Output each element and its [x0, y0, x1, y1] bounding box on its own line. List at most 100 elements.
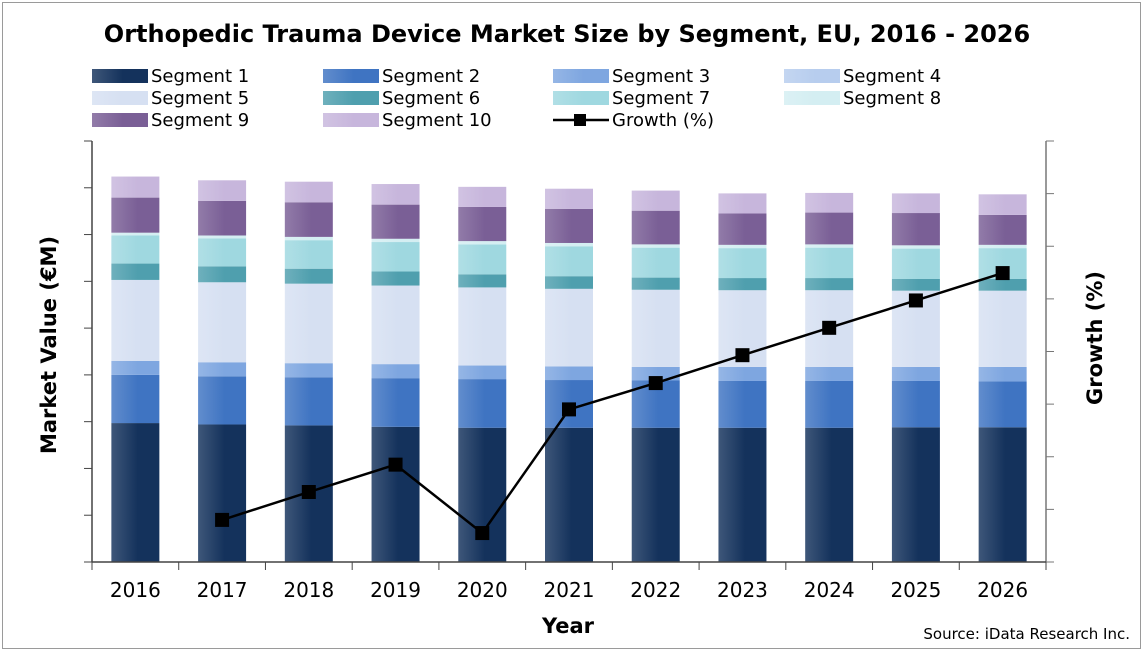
- bar-2019-segment-5: [371, 285, 420, 365]
- bar-2017-segment-10: [198, 180, 247, 201]
- legend-item-growth: Growth (%): [553, 110, 714, 131]
- bar-2019-segment-3: [371, 364, 420, 379]
- bar-stack-2019: [371, 184, 420, 562]
- bar-2023-segment-9: [718, 213, 767, 245]
- legend-label: Segment 3: [612, 66, 710, 87]
- bar-2020-segment-8: [458, 241, 507, 245]
- bar-stack-2025: [891, 193, 940, 562]
- bar-2026-segment-2: [978, 381, 1027, 428]
- legend-item-segment-10: Segment 10: [323, 110, 492, 131]
- legend-label: Segment 10: [382, 110, 492, 131]
- legend-label: Segment 1: [151, 66, 249, 87]
- bar-2020-segment-9: [458, 206, 507, 242]
- bar-stack-2020: [458, 186, 507, 562]
- legend-label: Segment 6: [382, 88, 480, 109]
- bar-2020-segment-3: [458, 365, 507, 380]
- bar-2016-segment-5: [111, 279, 160, 361]
- legend-label: Growth (%): [612, 110, 714, 131]
- bar-2024-segment-7: [805, 247, 854, 279]
- growth-marker-2024: [822, 320, 837, 335]
- bar-2021-segment-3: [545, 366, 593, 381]
- bar-2019-segment-9: [371, 204, 420, 239]
- bar-2024-segment-2: [805, 380, 854, 428]
- axes: 2016 2017 2018 2019 2020 2021 2022 2023 2024 2025…: [84, 140, 1054, 602]
- bar-2019-segment-1: [371, 426, 420, 562]
- legend-label: Segment 2: [382, 66, 480, 87]
- bar-2016-segment-8: [111, 232, 160, 236]
- x-tick-label-2018: 2018: [283, 578, 334, 602]
- bar-2026-segment-3: [978, 366, 1027, 382]
- legend-swatch: [323, 91, 379, 105]
- bar-2021-segment-9: [545, 208, 593, 243]
- bar-2018-segment-10: [284, 181, 333, 203]
- source-note: Source: iData Research Inc.: [923, 625, 1130, 643]
- bar-2019-segment-8: [371, 238, 420, 243]
- legend-item-segment-9: Segment 9: [92, 110, 249, 131]
- bar-2026-segment-1: [978, 427, 1027, 562]
- bar-2018-segment-7: [284, 240, 333, 269]
- bar-2024-segment-9: [805, 212, 854, 245]
- legend-item-segment-3: Segment 3: [553, 66, 710, 87]
- bar-2021-segment-10: [545, 188, 593, 209]
- bar-2026-segment-6: [978, 278, 1027, 291]
- legend-marker-swatch: [574, 114, 586, 126]
- bar-stack-2022: [631, 190, 680, 562]
- bar-2020-segment-7: [458, 244, 507, 275]
- legend-swatch: [92, 69, 148, 83]
- bar-2025-segment-3: [891, 366, 940, 381]
- bar-2023-segment-8: [718, 244, 767, 249]
- bar-2022-segment-6: [631, 277, 680, 290]
- growth-marker-2025: [908, 293, 923, 308]
- bar-2025-segment-6: [891, 278, 940, 291]
- bar-2025-segment-1: [891, 427, 940, 562]
- bar-2019-segment-2: [371, 378, 420, 427]
- bar-2024-segment-10: [805, 192, 854, 213]
- legend-label: Segment 4: [843, 66, 941, 87]
- bar-2018-segment-9: [284, 202, 333, 237]
- bar-stack-2016: [111, 176, 160, 562]
- legend-label: Segment 7: [612, 88, 710, 109]
- bar-2017-segment-6: [198, 266, 247, 283]
- legend-swatch: [784, 91, 840, 105]
- bar-2022-segment-9: [631, 210, 680, 245]
- bar-2022-segment-3: [631, 366, 680, 381]
- bar-2020-segment-6: [458, 274, 507, 288]
- legend-swatch: [784, 69, 840, 83]
- bar-2018-segment-5: [284, 283, 333, 364]
- legend-swatch: [92, 91, 148, 105]
- bar-2019-segment-6: [371, 271, 420, 286]
- bar-2022-segment-5: [631, 289, 680, 367]
- bar-stack-2024: [805, 192, 854, 562]
- legend-item-segment-5: Segment 5: [92, 88, 249, 109]
- bar-stack-2021: [545, 188, 593, 562]
- legend: Segment 1 Segment 2 Segment 3 Segment 4Segm…: [92, 66, 941, 131]
- bar-2020-segment-2: [458, 379, 507, 428]
- x-tick-label-2025: 2025: [890, 578, 941, 602]
- bar-2021-segment-8: [545, 242, 593, 247]
- x-axis-title: Year: [541, 614, 595, 638]
- legend-item-segment-2: Segment 2: [323, 66, 480, 87]
- bar-2016-segment-3: [111, 360, 160, 375]
- x-tick-label-2017: 2017: [197, 578, 248, 602]
- bar-2026-segment-8: [978, 244, 1027, 249]
- x-tick-label-2019: 2019: [370, 578, 421, 602]
- bar-stack-2026: [978, 194, 1027, 562]
- bar-2017-segment-1: [198, 424, 247, 562]
- bar-2023-segment-3: [718, 366, 767, 381]
- bar-stack-2018: [284, 181, 333, 562]
- legend-label: Segment 5: [151, 88, 249, 109]
- growth-marker-2020: [475, 526, 490, 541]
- legend-item-segment-8: Segment 8: [784, 88, 941, 109]
- bar-2021-segment-1: [545, 427, 593, 562]
- bar-stack-2017: [198, 180, 247, 562]
- legend-swatch: [323, 69, 379, 83]
- bar-2017-segment-7: [198, 238, 247, 267]
- legend-item-segment-7: Segment 7: [553, 88, 710, 109]
- bar-2017-segment-5: [198, 282, 247, 363]
- bar-2019-segment-7: [371, 242, 420, 272]
- growth-polyline: [221, 271, 1004, 535]
- bar-2016-segment-1: [111, 423, 160, 562]
- bar-2024-segment-1: [805, 427, 854, 562]
- bar-2020-segment-5: [458, 287, 507, 366]
- bar-2021-segment-6: [545, 276, 593, 289]
